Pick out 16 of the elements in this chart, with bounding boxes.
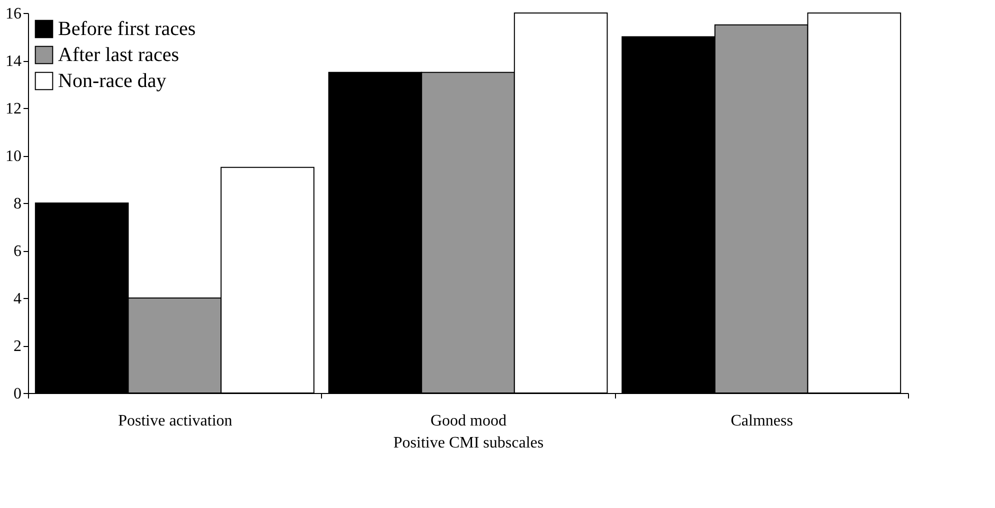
legend-label: Before first races: [58, 18, 196, 40]
y-tick-label: 4: [14, 290, 22, 308]
x-axis-title: Positive CMI subscales: [393, 434, 544, 452]
x-tick-label: Postive activation: [118, 412, 232, 430]
y-tick-label: 6: [14, 243, 22, 260]
y-tick-label: 12: [6, 100, 22, 118]
legend-label: After last races: [58, 44, 180, 66]
y-tick-label: 10: [6, 148, 22, 165]
x-tick-label: Good mood: [430, 412, 506, 430]
x-tick-label: Calmness: [730, 412, 793, 430]
y-tick-label: 8: [14, 196, 22, 212]
y-tick-label: 2: [14, 338, 22, 355]
y-tick-label: 0: [14, 386, 22, 402]
y-tick-label: 14: [6, 53, 22, 70]
y-tick-label: 16: [6, 6, 22, 22]
legend-label: Non-race day: [58, 70, 166, 92]
